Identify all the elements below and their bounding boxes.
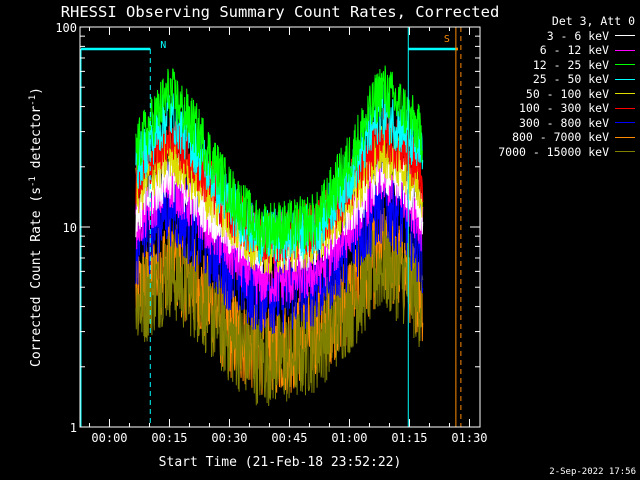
- legend-swatch: [615, 49, 635, 51]
- series-trace: [135, 84, 424, 264]
- x-tick-label: 00:45: [271, 431, 307, 445]
- legend-swatch: [615, 78, 635, 80]
- series-trace: [135, 65, 423, 255]
- legend-label: 100 - 300 keV: [518, 101, 609, 116]
- series-line: [135, 152, 424, 334]
- legend-swatch: [615, 107, 635, 109]
- legend: Det 3, Att 0 3 - 6 keV 6 - 12 keV 12 - 25 …: [470, 14, 635, 159]
- legend-label: 800 - 7000 keV: [512, 130, 609, 145]
- legend-swatch: [615, 151, 635, 153]
- x-tick-label: 00:15: [151, 431, 187, 445]
- x-tick-label: 00:30: [211, 431, 247, 445]
- series-line: [135, 220, 424, 407]
- legend-label: 7000 - 15000 keV: [498, 144, 609, 159]
- legend-label: 300 - 800 keV: [518, 115, 609, 130]
- legend-entry: 6 - 12 keV: [470, 43, 635, 58]
- y-axis-label-sup: -1: [28, 176, 38, 187]
- y-axis-label-part: detector: [29, 106, 44, 177]
- legend-label: 50 - 100 keV: [525, 86, 609, 101]
- legend-entry: 300 - 800 keV: [470, 116, 635, 131]
- legend-label: 6 - 12 keV: [539, 43, 609, 58]
- legend-entry: 100 - 300 keV: [470, 101, 635, 116]
- legend-entry: 25 - 50 keV: [470, 72, 635, 87]
- y-axis-label-sup: -1: [28, 95, 38, 106]
- x-tick-label: 00:00: [91, 431, 127, 445]
- series-line: [135, 65, 423, 255]
- y-tick-label: 100: [55, 21, 77, 35]
- south-label: S: [444, 34, 450, 45]
- x-tick-label: 01:00: [331, 431, 367, 445]
- series-layer: [135, 65, 424, 407]
- legend-entry: 12 - 25 keV: [470, 58, 635, 73]
- legend-swatch: [615, 93, 635, 95]
- y-tick-label: 10: [63, 221, 77, 235]
- legend-swatch: [615, 64, 635, 66]
- y-tick-label: 1: [70, 421, 77, 435]
- legend-label: 3 - 6 keV: [546, 28, 609, 43]
- x-tick-label: 01:30: [451, 431, 487, 445]
- legend-label: 12 - 25 keV: [532, 57, 609, 72]
- y-axis-label-part: ): [29, 87, 44, 95]
- chart-title: RHESSI Observing Summary Count Rates, Co…: [61, 3, 500, 21]
- legend-entry: 50 - 100 keV: [470, 87, 635, 102]
- x-tick-label: 01:15: [391, 431, 427, 445]
- y-axis-label: Corrected Count Rate (s-1 detector-1): [28, 87, 44, 367]
- series-trace: [135, 152, 424, 334]
- legend-entry: 3 - 6 keV: [470, 29, 635, 44]
- north-label: N: [160, 40, 166, 51]
- legend-swatch: [615, 122, 635, 124]
- legend-entry: 7000 - 15000 keV: [470, 145, 635, 160]
- legend-label: 25 - 50 keV: [532, 72, 609, 87]
- legend-entries: 3 - 6 keV 6 - 12 keV 12 - 25 keV 25 - 50 ke…: [470, 29, 635, 160]
- legend-swatch: [615, 35, 635, 37]
- generated-timestamp: 2-Sep-2022 17:56: [549, 467, 636, 477]
- legend-entry: 800 - 7000 keV: [470, 130, 635, 145]
- legend-header: Det 3, Att 0: [551, 14, 635, 28]
- annotation-layer: NS: [80, 27, 462, 427]
- x-axis-label: Start Time (21-Feb-18 23:52:22): [159, 455, 402, 470]
- y-axis-label-part: Corrected Count Rate (s: [29, 187, 44, 367]
- series-trace: [135, 220, 424, 407]
- tick-layer: 00:00 00:15 00:30 00:45 01:00 01:15 01:30 1 10 10…: [55, 21, 487, 445]
- series-line: [135, 84, 424, 264]
- legend-swatch: [615, 136, 635, 138]
